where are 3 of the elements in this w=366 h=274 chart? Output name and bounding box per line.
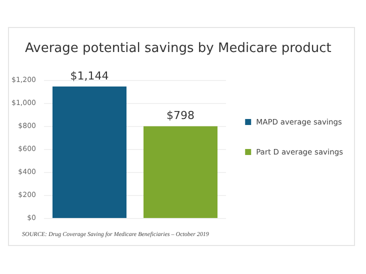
data-label: $798: [166, 109, 194, 122]
data-label: $1,144: [70, 69, 109, 82]
chart-title: Average potential savings by Medicare product: [25, 41, 332, 56]
